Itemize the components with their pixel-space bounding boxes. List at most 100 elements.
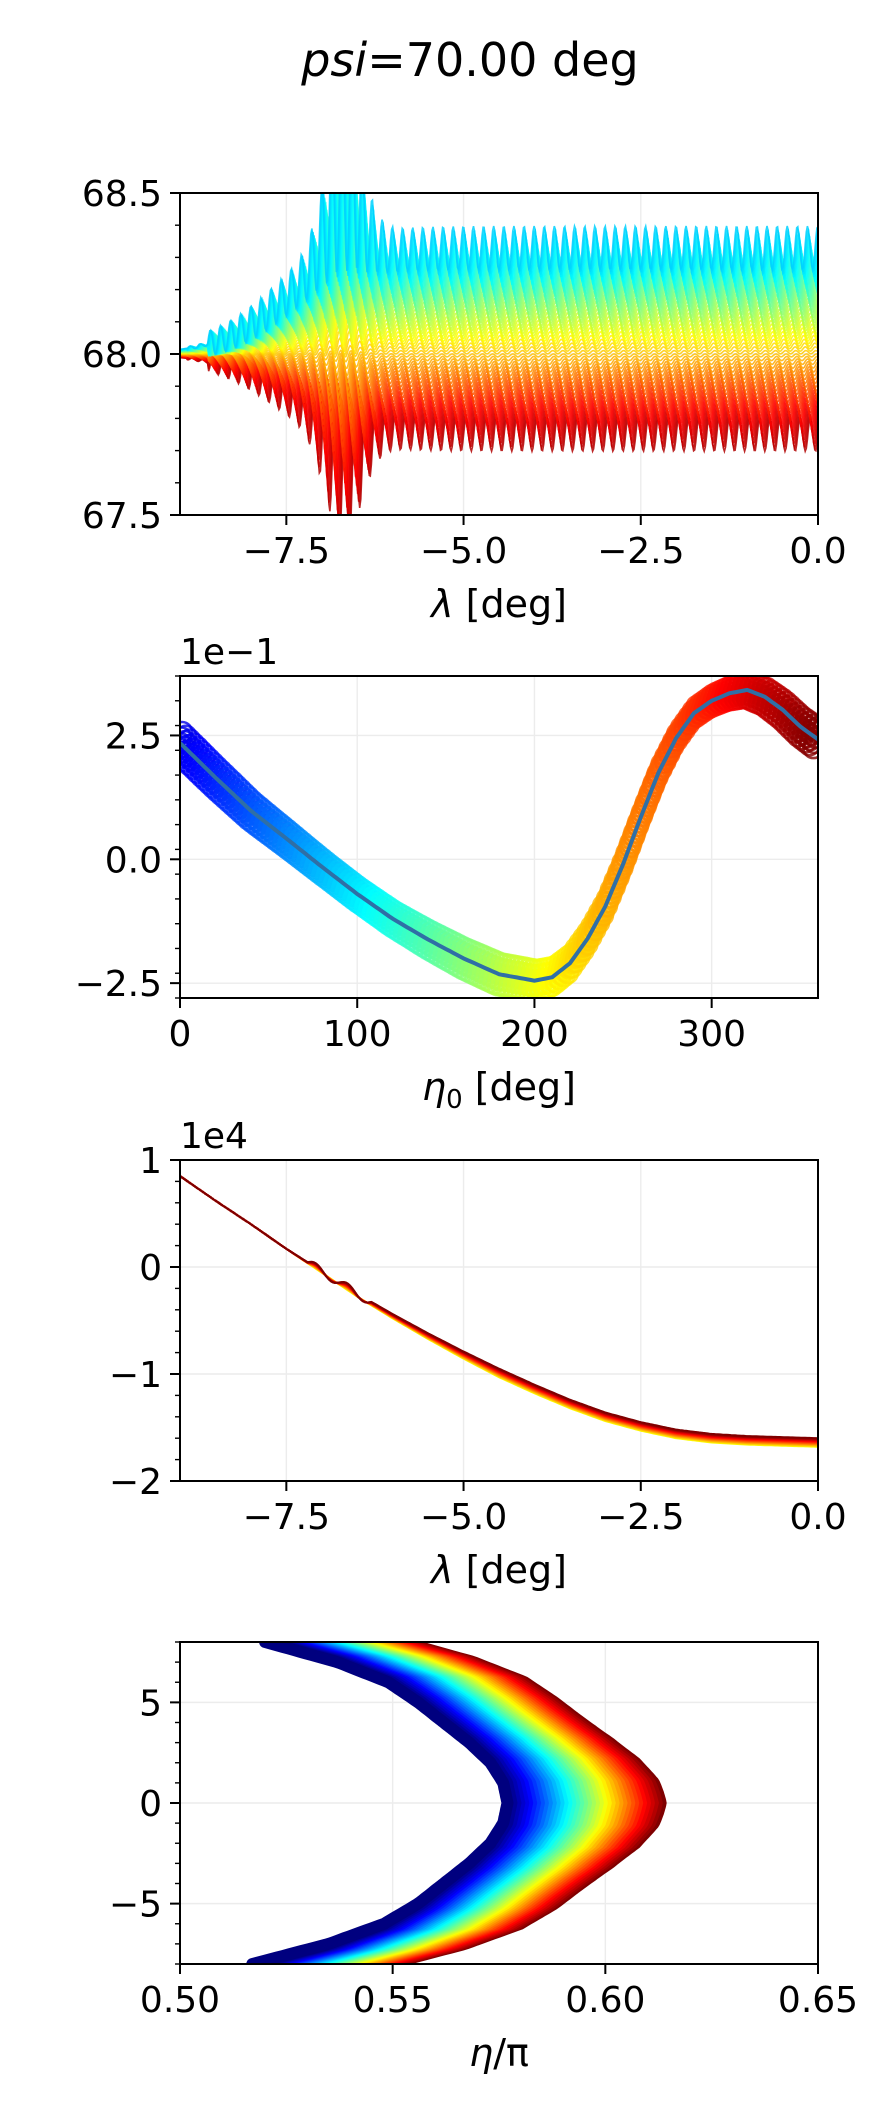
p4-series-line xyxy=(246,1642,514,1964)
p1-series-line xyxy=(180,351,818,491)
subplot-3: −7.5 −5.0 −2.5 0.0 −2 −1 0 1 1e4 λ [deg] xyxy=(109,1116,847,1592)
axis-offset-label: 1e4 xyxy=(180,1116,248,1157)
p2-mean-line xyxy=(180,687,818,983)
p1-series-line xyxy=(180,308,818,356)
p1-series-line xyxy=(180,351,818,496)
x-tick-label: −5.0 xyxy=(420,1497,507,1538)
x-tick-label: 0.60 xyxy=(565,1980,645,2021)
plot-area xyxy=(180,676,818,998)
p3-series-line xyxy=(180,1175,818,1444)
p4-series-group xyxy=(246,1642,667,1964)
p3-series-line xyxy=(180,1175,818,1440)
x-axis-label: η0 [deg] xyxy=(422,1065,576,1115)
x-axis-label: λ [deg] xyxy=(429,582,567,626)
axis-ticks: 0.50 0.55 0.60 0.65 −5 0 5 xyxy=(109,1641,858,2021)
x-tick-label: 300 xyxy=(677,1014,746,1055)
p1-series-line xyxy=(180,352,818,393)
p3-series-line xyxy=(180,1175,818,1446)
axis-ticks: −7.5 −5.0 −2.5 0.0 −2 −1 0 1 xyxy=(109,1141,847,1538)
x-tick-label: 0 xyxy=(169,1014,192,1055)
p1-series-line xyxy=(180,352,818,463)
axis-offset-label: 1e−1 xyxy=(180,632,278,673)
y-tick-label: 67.5 xyxy=(82,496,162,537)
p3-series-line xyxy=(180,1175,818,1445)
y-tick-label: −2.5 xyxy=(75,964,162,1005)
x-tick-label: 0.0 xyxy=(789,1497,846,1538)
p1-series-line xyxy=(180,314,818,356)
p1-series-line xyxy=(180,322,818,356)
p1-series-line xyxy=(180,351,818,471)
p1-series-line xyxy=(180,337,818,357)
subplot-1: −7.5 −5.0 −2.5 0.0 67.5 68.0 68.5 λ [deg] xyxy=(82,174,847,626)
x-tick-label: −2.5 xyxy=(597,531,684,572)
y-tick-label: 0 xyxy=(139,1784,162,1825)
y-tick-label: 68.0 xyxy=(82,335,162,376)
subplot-4: 0.50 0.55 0.60 0.65 −5 0 5 η/π xyxy=(109,1641,858,2075)
subplots: −7.5 −5.0 −2.5 0.067.568.068.5λ [deg]0 100 20… xyxy=(75,174,859,2075)
p2-scatter-point xyxy=(803,731,818,755)
plot-area xyxy=(180,1175,818,1448)
x-tick-label: 0.55 xyxy=(353,1980,433,2021)
x-axis-label: η/π xyxy=(469,2031,529,2075)
p3-series-line xyxy=(180,1175,818,1442)
x-tick-label: 0.65 xyxy=(778,1980,858,2021)
y-tick-label: 0 xyxy=(139,1248,162,1289)
axes-frame xyxy=(179,675,819,999)
p3-series-line xyxy=(180,1175,818,1448)
p2-scatter-point xyxy=(804,726,818,749)
p1-series-group xyxy=(180,193,818,515)
axis-ticks: −7.5 −5.0 −2.5 0.0 67.5 68.0 68.5 xyxy=(82,174,847,572)
y-tick-label: 2.5 xyxy=(105,716,162,757)
p1-series-line xyxy=(180,351,818,370)
axes-frame xyxy=(179,1159,819,1482)
grid-lines xyxy=(180,1159,819,1482)
y-tick-label: −2 xyxy=(109,1462,162,1503)
x-tick-label: −2.5 xyxy=(597,1497,684,1538)
y-tick-label: 0.0 xyxy=(105,840,162,881)
p3-series-line xyxy=(180,1175,818,1445)
p1-series-line xyxy=(180,352,818,400)
p3-series-line xyxy=(180,1175,818,1444)
axis-ticks: 0 100 200 300 −2.5 0.0 2.5 xyxy=(75,675,746,1055)
plot-area xyxy=(246,1642,667,1964)
p1-series-line xyxy=(180,193,818,357)
p1-series-line xyxy=(180,344,818,359)
x-tick-label: 0.0 xyxy=(789,531,846,572)
p3-series-line xyxy=(180,1175,818,1443)
p3-series-line xyxy=(180,1175,818,1440)
x-tick-label: 100 xyxy=(323,1014,392,1055)
x-tick-label: −5.0 xyxy=(420,531,507,572)
p3-series-line xyxy=(180,1175,818,1441)
p3-series-line xyxy=(180,1175,818,1442)
p3-series-line xyxy=(180,1175,818,1446)
title-value: =70.00 deg xyxy=(367,33,639,87)
p1-series-line xyxy=(180,238,818,356)
p3-series-line xyxy=(180,1175,818,1447)
p3-series-line xyxy=(180,1175,818,1447)
x-tick-label: 200 xyxy=(500,1014,569,1055)
p3-series-line xyxy=(180,1175,818,1443)
x-tick-label: 0.50 xyxy=(140,1980,220,2021)
y-tick-label: −5 xyxy=(109,1885,162,1926)
p1-series-line xyxy=(180,352,818,385)
figure-title: psi=70.00 deg xyxy=(300,33,639,87)
title-psi-symbol: psi xyxy=(300,33,367,87)
plot-area xyxy=(180,193,818,515)
y-tick-label: 68.5 xyxy=(82,174,162,215)
p3-series-line xyxy=(180,1175,818,1448)
p1-series-line xyxy=(180,350,818,477)
y-tick-label: 5 xyxy=(139,1683,162,1724)
p3-series-line xyxy=(180,1175,818,1446)
y-tick-label: 1 xyxy=(139,1141,162,1182)
y-tick-label: −1 xyxy=(109,1355,162,1396)
p3-series-line xyxy=(180,1175,818,1447)
x-axis-label: λ [deg] xyxy=(429,1548,567,1592)
p1-series-line xyxy=(180,352,818,378)
p1-series-line xyxy=(180,329,818,356)
p3-series-line xyxy=(180,1175,818,1444)
x-tick-label: −7.5 xyxy=(243,1497,330,1538)
p2-scatter-group xyxy=(180,676,818,998)
p1-series-line xyxy=(180,350,818,484)
p3-series-group xyxy=(180,1175,818,1448)
p1-series-line xyxy=(180,352,818,457)
